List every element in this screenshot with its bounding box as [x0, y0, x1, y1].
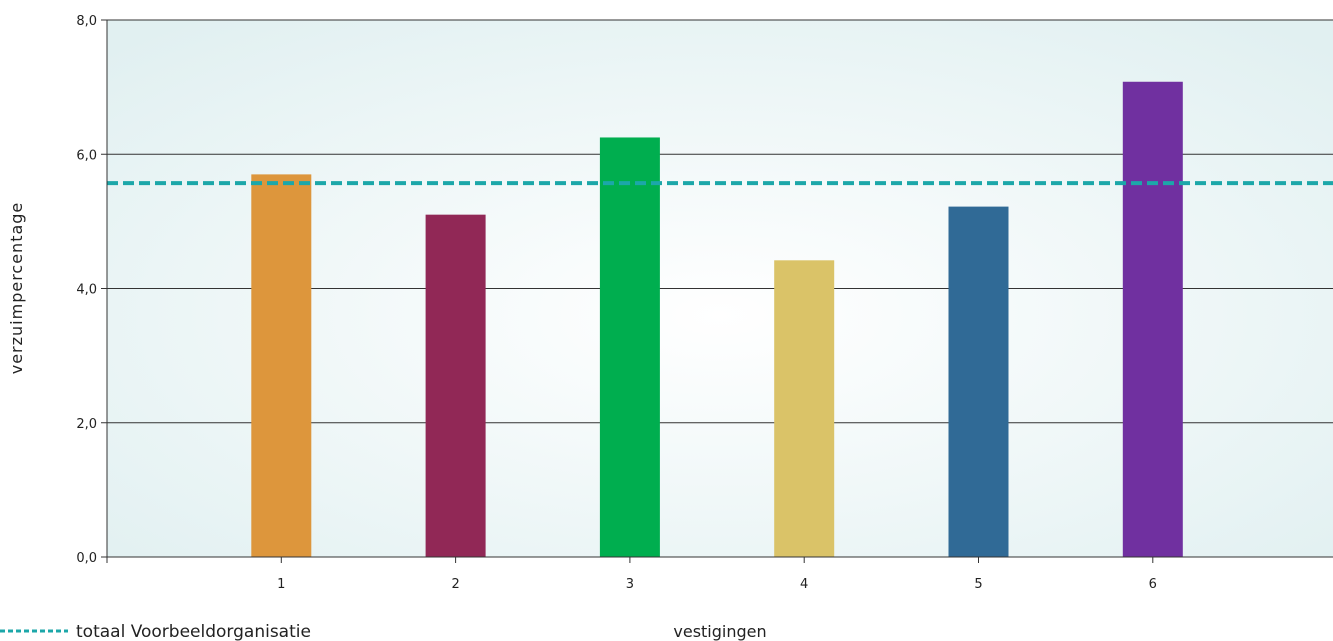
- y-axis-title: verzuimpercentage: [7, 202, 26, 375]
- x-axis-ticks: 1 2 3 4 5 6: [106, 557, 1157, 592]
- y-tick-label: 4,0: [76, 283, 97, 298]
- x-tick-label: 3: [626, 577, 634, 592]
- legend-label: totaal Voorbeeldorganisatie: [76, 622, 311, 641]
- bar-vestiging-4: [774, 260, 835, 557]
- x-tick-label: 4: [800, 577, 808, 592]
- bar-vestiging-3: [599, 137, 660, 557]
- bars: [251, 81, 1183, 558]
- bar-vestiging-6: [1122, 81, 1183, 557]
- bar-vestiging-2: [425, 214, 486, 557]
- bar-vestiging-1: [251, 174, 312, 557]
- x-axis-title: vestigingen: [673, 622, 766, 641]
- x-tick-label: 1: [277, 577, 285, 592]
- x-tick-label: 2: [451, 577, 459, 592]
- y-tick-label: 2,0: [76, 417, 97, 432]
- y-axis-ticks: 0,0 2,0 4,0 6,0 8,0: [76, 14, 107, 566]
- x-tick-label: 5: [974, 577, 982, 592]
- legend: totaal Voorbeeldorganisatie: [0, 622, 311, 641]
- y-tick-label: 8,0: [76, 14, 97, 29]
- y-tick-label: 6,0: [76, 148, 97, 163]
- bar-vestiging-5: [948, 206, 1009, 558]
- x-tick-label: 6: [1149, 577, 1157, 592]
- y-tick-label: 0,0: [76, 551, 97, 566]
